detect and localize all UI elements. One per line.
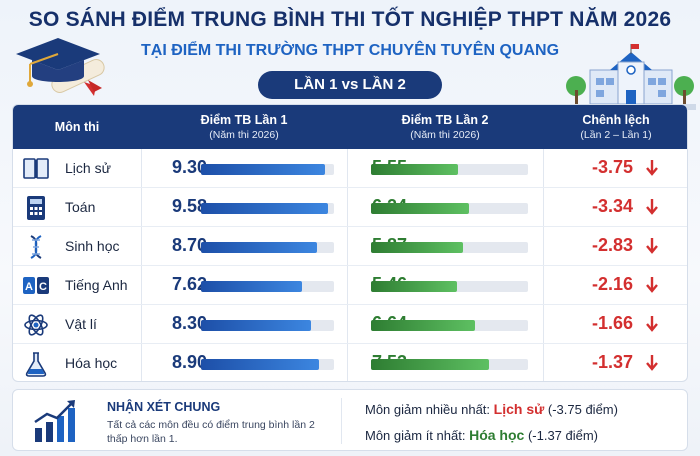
round1-bar [201, 164, 325, 175]
round2-bar-track [371, 242, 528, 253]
round1-bar-track [201, 203, 334, 214]
round2-bar [371, 203, 469, 214]
round2-bar-track [371, 164, 528, 175]
most-decrease-subject: Lịch sử [493, 401, 545, 417]
atom-icon [24, 314, 48, 336]
round1-bar [201, 281, 303, 292]
down-arrow-icon [646, 316, 658, 332]
down-arrow-icon [646, 277, 658, 293]
header-round2: Điểm TB Lần 2 (Năm thi 2026) [401, 113, 489, 141]
calculator-icon [27, 196, 45, 220]
round2-bar [371, 281, 457, 292]
growth-chart-icon [34, 400, 75, 442]
round1-bar [201, 359, 320, 370]
difference-value: -3.34 [591, 196, 633, 216]
summary-least-decrease: Môn giảm ít nhất: Hóa học (-1.37 điểm) [365, 427, 599, 443]
difference-value: -3.75 [591, 157, 633, 177]
round1-bar-track [201, 242, 334, 253]
table-row: Vật lí8.306.64-1.66 [13, 305, 687, 344]
down-arrow-icon [646, 238, 658, 254]
round1-bar-track [201, 281, 334, 292]
header-diff: Chênh lệch (Lần 2 – Lần 1) [580, 113, 652, 141]
dna-icon [30, 235, 42, 259]
round2-bar [371, 164, 459, 175]
round1-bar-track [201, 359, 334, 370]
summary-text: Tất cả các môn đều có điểm trung bình lầ… [107, 419, 315, 445]
difference-value: -1.37 [591, 352, 633, 372]
svg-text:A: A [25, 281, 33, 293]
summary-most-decrease: Môn giảm nhiều nhất: Lịch sử (-3.75 điểm… [365, 401, 618, 417]
svg-text:C: C [39, 281, 47, 293]
table-row: Lịch sử9.305.55-3.75 [13, 149, 687, 188]
round2-bar-track [371, 320, 528, 331]
comparison-table: Môn thi Điểm TB Lần 1 (Năm thi 2026) Điể… [12, 104, 688, 382]
down-arrow-icon [646, 199, 658, 215]
graduation-cap-icon [16, 38, 105, 96]
round1-bar [201, 320, 312, 331]
round1-value: 8.90 [171, 352, 207, 372]
round1-bar-track [201, 320, 334, 331]
round1-bar-track [201, 164, 334, 175]
most-decrease-value: (-3.75 điểm) [547, 402, 618, 417]
subject-name: Toán [65, 199, 96, 215]
round1-value: 9.58 [171, 196, 207, 216]
subject-name: Sinh học [65, 238, 120, 254]
round2-bar-track [371, 359, 528, 370]
round1-bar [201, 242, 317, 253]
comparison-badge: LẦN 1 vs LẦN 2 [258, 71, 442, 99]
round2-bar-track [371, 281, 528, 292]
down-arrow-icon [646, 160, 658, 176]
round1-value: 8.70 [171, 235, 207, 255]
summary-title: NHẬN XÉT CHUNG [107, 400, 221, 414]
header-round1: Điểm TB Lần 1 (Năm thi 2026) [200, 113, 288, 141]
summary-panel: NHẬN XÉT CHUNG Tất cả các môn đều có điể… [12, 389, 688, 451]
subject-name: Vật lí [65, 316, 97, 332]
round1-value: 9.30 [171, 157, 207, 177]
summary-divider [341, 398, 342, 444]
table-header: Môn thi Điểm TB Lần 1 (Năm thi 2026) Điể… [13, 105, 687, 149]
book-icon [23, 158, 49, 179]
round2-bar [371, 242, 464, 253]
least-decrease-value: (-1.37 điểm) [527, 428, 599, 443]
difference-value: -1.66 [591, 313, 633, 333]
header-subject: Môn thi [54, 120, 100, 134]
flask-icon [25, 352, 47, 377]
difference-value: -2.83 [591, 235, 633, 255]
round1-value: 7.62 [171, 274, 207, 294]
least-decrease-subject: Hóa học [469, 427, 525, 443]
round2-bar [371, 320, 476, 331]
round1-bar [201, 203, 329, 214]
round2-bar [371, 359, 490, 370]
subject-name: Hóa học [65, 355, 118, 371]
round1-value: 8.30 [171, 313, 207, 333]
subject-name: Tiếng Anh [65, 277, 128, 293]
difference-value: -2.16 [591, 274, 633, 294]
chart-subtitle: TẠI ĐIỂM THI TRƯỜNG THPT CHUYÊN TUYÊN QU… [140, 42, 560, 59]
chart-title: SO SÁNH ĐIỂM TRUNG BÌNH THI TỐT NGHIỆP T… [28, 8, 672, 31]
round2-bar-track [371, 203, 528, 214]
down-arrow-icon [646, 355, 658, 371]
subject-name: Lịch sử [65, 160, 111, 176]
